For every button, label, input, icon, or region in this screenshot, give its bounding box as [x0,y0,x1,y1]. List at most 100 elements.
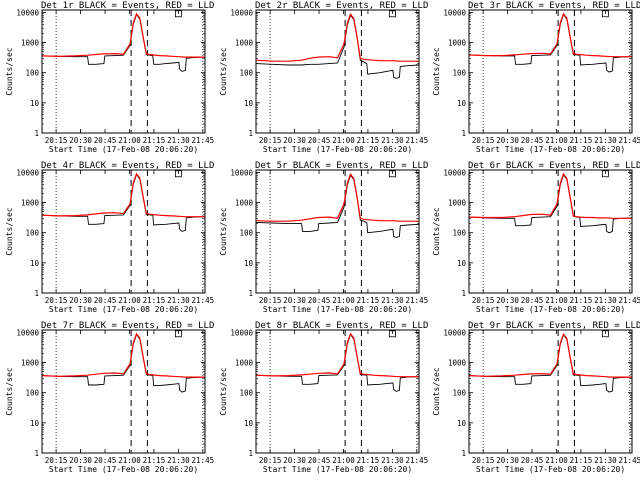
x-tick-label: 21:30 [381,456,404,465]
x-tick-label: 21:00 [118,296,141,305]
x-tick-label: 20:15 [259,296,282,305]
x-tick-label: 21:00 [332,296,355,305]
panel-det-4: Det 4r BLACK = Events, RED = LLD Counts/s… [5,161,214,314]
x-tick-label: 20:15 [45,456,68,465]
y-axis-label: Counts/sec [432,47,441,95]
x-tick-label: 21:45 [192,456,215,465]
y-axis-label: Counts/sec [219,207,228,255]
y-tick-label: 1 [248,449,253,458]
lld-line [41,172,205,218]
x-tick-label: 20:45 [521,136,544,145]
x-axis-label: Start Time (17-Feb-08 20:06:20) [49,465,198,474]
x-tick-label: 21:00 [118,456,141,465]
y-axis-label: Counts/sec [219,367,228,415]
y-tick-label: 1 [461,449,466,458]
x-tick-label: 20:15 [472,136,495,145]
x-tick-label: 21:45 [406,296,429,305]
panel-det-5: Det 5r BLACK = Events, RED = LLD Counts/s… [219,161,428,314]
annotation-box [388,170,396,178]
panel-det-3: Det 3r BLACK = Events, RED = LLD Counts/s… [432,1,640,154]
panel-det-6: Det 6r BLACK = Events, RED = LLD Counts/s… [432,161,640,314]
y-tick-label: 100 [25,389,39,398]
events-line [41,333,206,393]
annotation-box [388,330,396,338]
x-axis-label: Start Time (17-Feb-08 20:06:20) [263,145,412,154]
y-tick-label: 100 [452,229,466,238]
x-tick-label: 21:15 [143,296,166,305]
x-axis-label: Start Time (17-Feb-08 20:06:20) [263,305,412,314]
x-tick-label: 20:15 [259,456,282,465]
plot-frame [41,329,206,454]
y-axis-label: Counts/sec [5,367,14,415]
y-axis-label: Counts/sec [5,207,14,255]
annotation-box [601,330,609,338]
y-tick-label: 10000 [230,8,253,17]
plot-frame [468,329,633,454]
x-tick-label: 20:30 [283,456,306,465]
x-tick-label: 21:00 [545,296,568,305]
panel-det-7: Det 7r BLACK = Events, RED = LLD Counts/s… [5,321,214,474]
x-tick-label: 21:15 [570,456,593,465]
x-tick-label: 21:45 [192,296,215,305]
x-axis-label: Start Time (17-Feb-08 20:06:20) [476,305,625,314]
x-tick-label: 21:30 [381,136,404,145]
y-tick-label: 1000 [235,39,254,48]
x-tick-label: 21:30 [594,296,617,305]
y-tick-label: 100 [239,389,253,398]
x-tick-label: 21:45 [619,296,640,305]
x-tick-label: 21:45 [619,136,640,145]
y-tick-label: 1 [248,289,253,298]
y-tick-label: 10 [244,419,254,428]
x-tick-label: 20:45 [308,456,331,465]
x-axis-label: Start Time (17-Feb-08 20:06:20) [476,465,625,474]
x-tick-label: 21:30 [594,456,617,465]
x-tick-label: 20:45 [521,456,544,465]
x-tick-label: 21:15 [570,136,593,145]
x-tick-label: 21:45 [406,136,429,145]
y-axis-label: Counts/sec [432,367,441,415]
x-tick-label: 20:30 [69,136,92,145]
x-tick-label: 21:45 [406,456,429,465]
x-tick-label: 20:15 [259,136,282,145]
events-line [41,13,206,72]
panel-det-8: Det 8r BLACK = Events, RED = LLD Counts/s… [219,321,428,474]
y-tick-label: 10 [30,419,40,428]
y-tick-label: 100 [239,69,253,78]
y-tick-label: 1000 [448,199,467,208]
y-tick-label: 1 [461,289,466,298]
plot-frame [255,329,420,454]
events-line [468,13,633,73]
x-tick-label: 20:30 [496,296,519,305]
events-line [255,333,420,392]
y-tick-label: 10000 [16,328,39,337]
x-tick-label: 20:45 [308,136,331,145]
x-axis-label: Start Time (17-Feb-08 20:06:20) [476,145,625,154]
y-tick-label: 100 [239,229,253,238]
y-tick-label: 10 [457,259,467,268]
lld-line [255,12,419,62]
annotation-box [174,10,182,18]
events-line [468,333,633,393]
y-tick-label: 10 [244,99,254,108]
events-line [255,14,420,79]
panel-title: Det 3r BLACK = Events, RED = LLD [468,1,640,11]
x-tick-label: 21:00 [332,136,355,145]
y-tick-label: 1 [34,129,39,138]
annotation-box [601,10,609,18]
panel-det-1: Det 1r BLACK = Events, RED = LLD Counts/s… [5,1,214,154]
x-axis-label: Start Time (17-Feb-08 20:06:20) [263,465,412,474]
y-tick-label: 1000 [235,199,254,208]
y-tick-label: 1000 [235,359,254,368]
lld-line [468,172,632,219]
events-line [41,173,206,232]
y-tick-label: 1000 [448,359,467,368]
panel-det-9: Det 9r BLACK = Events, RED = LLD Counts/s… [432,321,640,474]
lld-line [468,12,632,58]
y-tick-label: 1 [248,129,253,138]
lld-line [255,172,419,222]
y-tick-label: 10000 [443,168,466,177]
x-axis-label: Start Time (17-Feb-08 20:06:20) [49,305,198,314]
annotation-box [388,10,396,18]
panel-title: Det 6r BLACK = Events, RED = LLD [468,161,640,171]
